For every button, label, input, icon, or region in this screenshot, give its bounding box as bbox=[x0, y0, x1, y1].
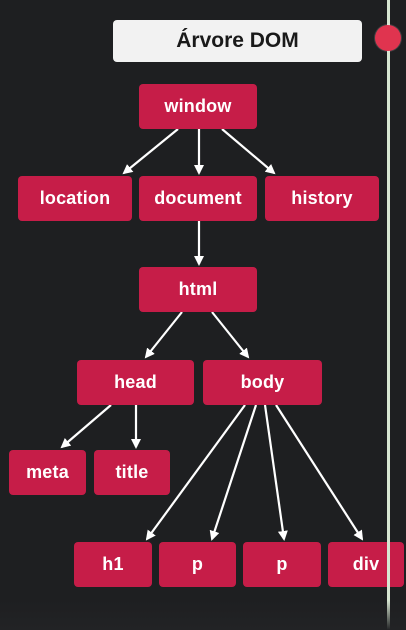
node-head: head bbox=[77, 360, 194, 405]
node-location: location bbox=[18, 176, 132, 221]
edge-head-meta bbox=[60, 404, 112, 449]
node-document: document bbox=[139, 176, 257, 221]
node-div: div bbox=[328, 542, 404, 587]
node-title: title bbox=[94, 450, 170, 495]
edge-html-head bbox=[144, 311, 183, 359]
node-p-2: p bbox=[243, 542, 321, 587]
node-p-1: p bbox=[159, 542, 236, 587]
node-h1: h1 bbox=[74, 542, 152, 587]
node-html: html bbox=[139, 267, 257, 312]
diagram-title: Árvore DOM bbox=[113, 20, 362, 62]
record-dot-icon bbox=[375, 25, 401, 51]
edge-body-h1 bbox=[145, 404, 246, 541]
edge-body-p1 bbox=[209, 404, 258, 541]
edge-window-location bbox=[122, 128, 179, 175]
edge-body-p2 bbox=[263, 404, 288, 541]
node-window: window bbox=[139, 84, 257, 129]
node-meta: meta bbox=[9, 450, 86, 495]
node-body: body bbox=[203, 360, 322, 405]
edge-body-div bbox=[275, 404, 364, 541]
edge-html-body bbox=[211, 311, 250, 359]
vertical-divider bbox=[387, 0, 390, 630]
edge-window-history bbox=[221, 128, 276, 175]
node-history: history bbox=[265, 176, 379, 221]
bottom-fade bbox=[0, 600, 406, 630]
